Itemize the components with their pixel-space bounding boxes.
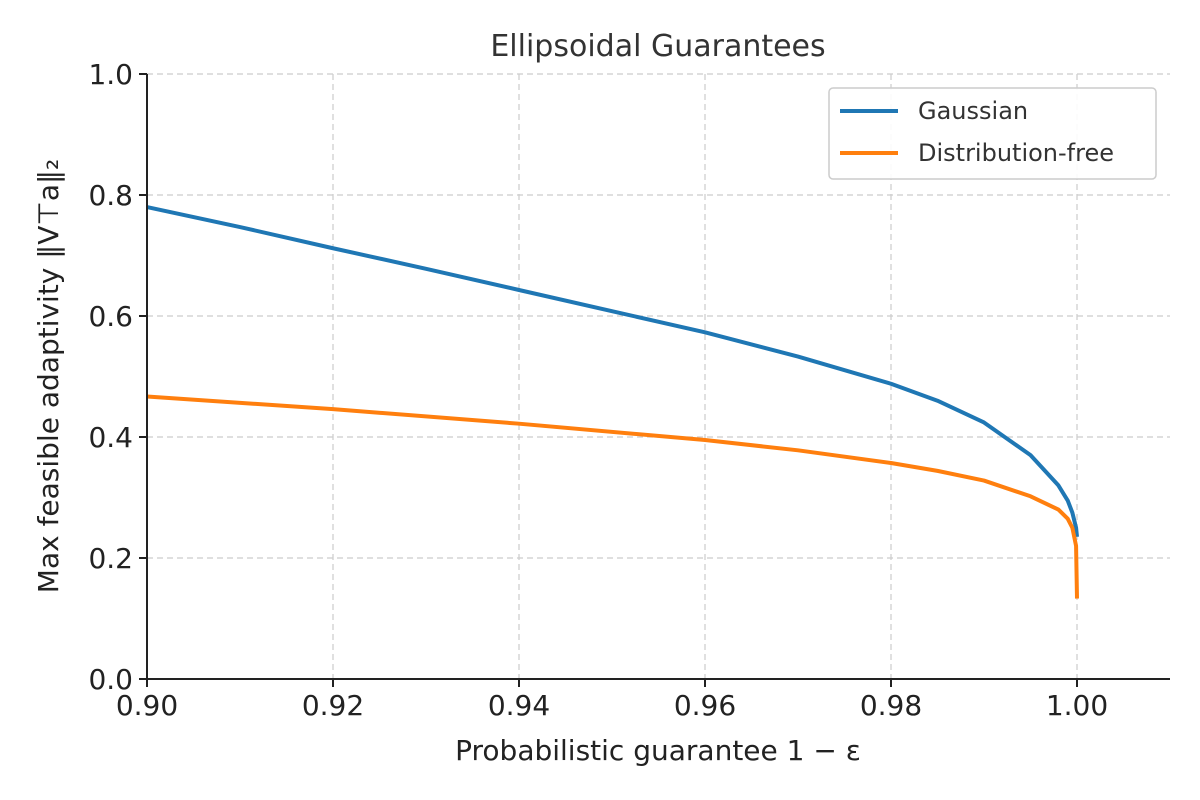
y-tick-label: 0.4 [88,421,133,454]
y-tick-label: 0.8 [88,179,133,212]
x-tick-label: 0.98 [860,689,922,722]
y-tick-label: 0.0 [88,663,133,696]
grid-layer [147,73,1170,679]
legend-label-gaussian: Gaussian [918,97,1028,125]
y-tick-label: 1.0 [88,58,133,91]
y-axis-label: Max feasible adaptivity ‖V⊤a‖₂ [32,159,65,593]
series-layer [146,205,1079,599]
axes-layer: 0.90 0.92 0.94 0.96 0.98 1.00 0.0 0.2 0.4 0.6 0.8 1… [88,58,1170,722]
x-tick-label: 0.92 [302,689,364,722]
x-tick-label: 0.90 [116,689,178,722]
y-tick-label: 0.6 [88,300,133,333]
series-line-distribution-free [146,394,1079,599]
chart-title: Ellipsoidal Guarantees [490,29,825,64]
y-tick-label: 0.2 [88,542,133,575]
legend-box [828,87,1157,180]
x-tick-label: 0.94 [488,689,550,722]
x-axis-label: Probabilistic guarantee 1 − ε [455,734,861,767]
x-tick-label: 0.96 [674,689,736,722]
legend: Gaussian Distribution-free [828,87,1157,180]
x-tick-label: 1.00 [1046,689,1108,722]
legend-label-distribution-free: Distribution-free [918,139,1114,167]
series-line-gaussian [146,205,1079,538]
